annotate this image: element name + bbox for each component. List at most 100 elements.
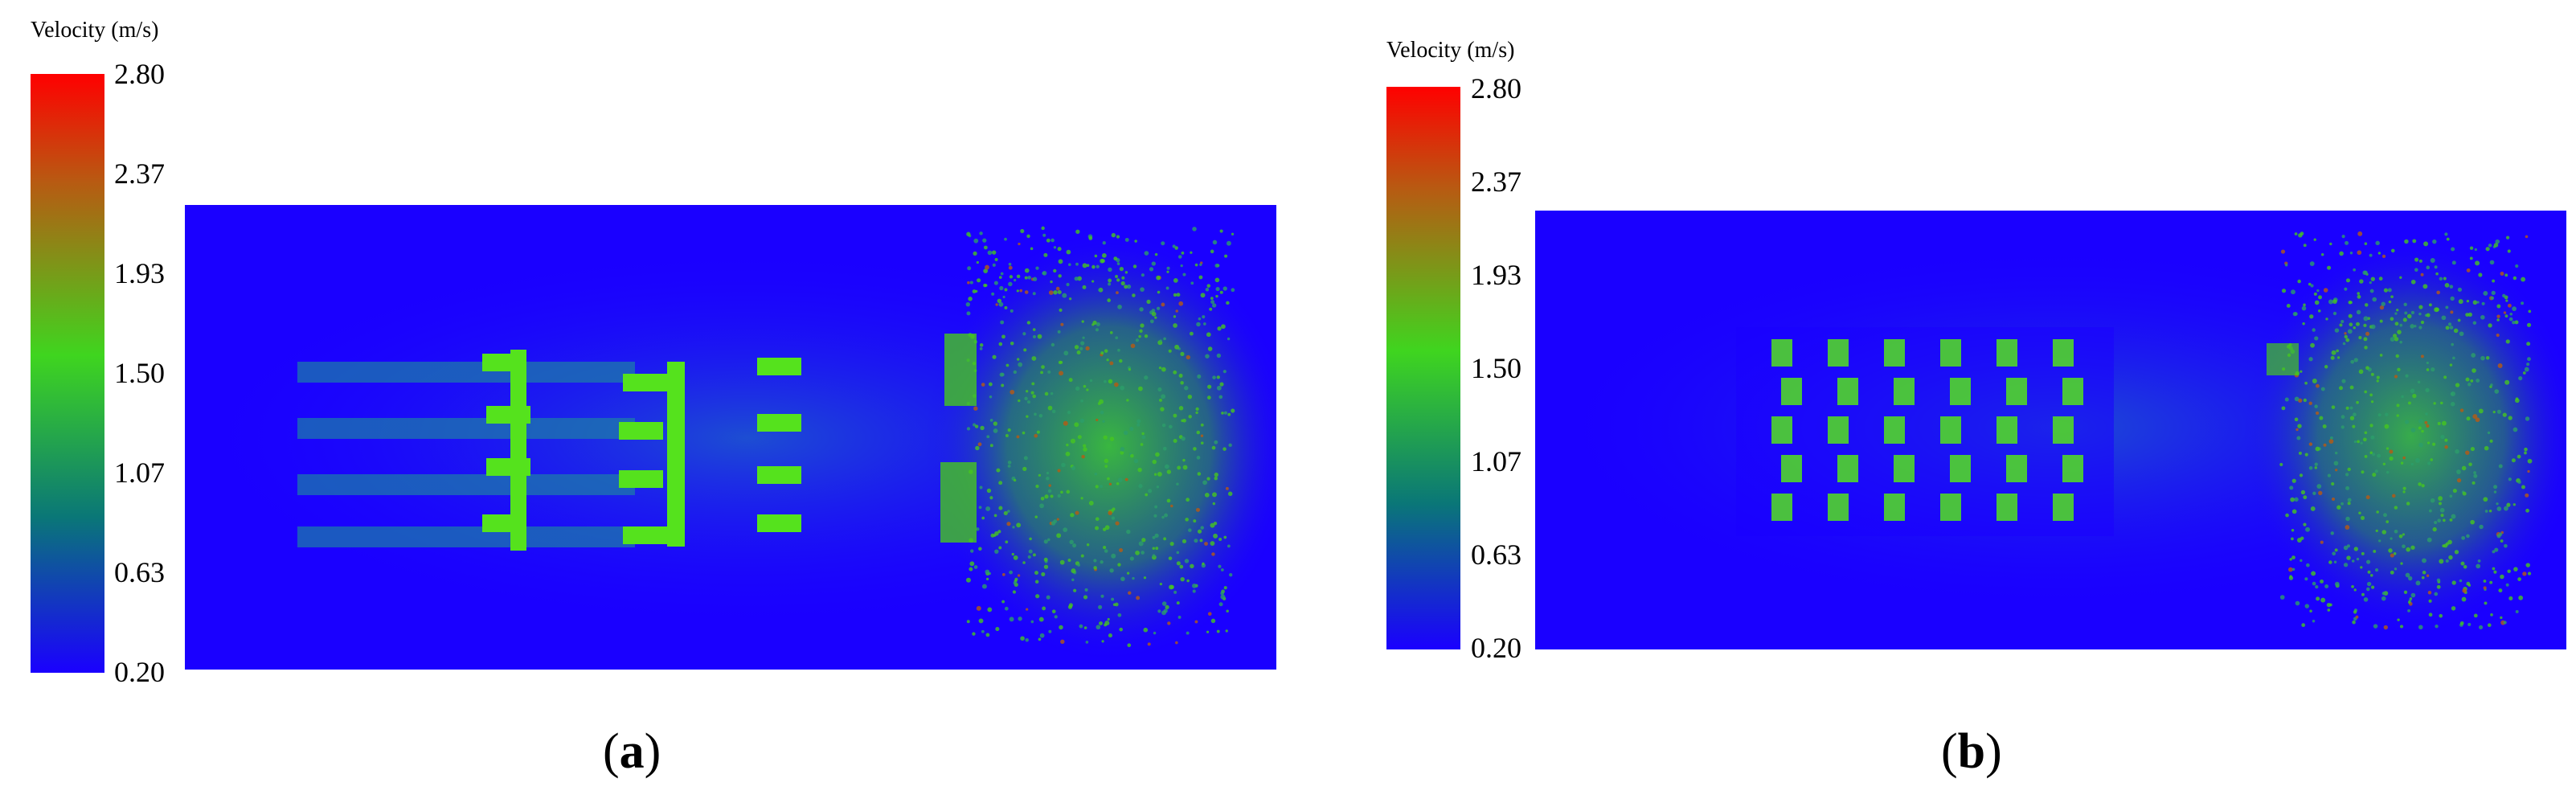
particle — [2284, 263, 2288, 267]
particle — [2477, 559, 2481, 563]
particle — [1008, 281, 1013, 287]
particle — [2498, 464, 2503, 469]
turbine-wake-blob — [1771, 494, 1792, 521]
particle — [1066, 490, 1071, 494]
particle — [1200, 526, 1204, 530]
particle — [2467, 383, 2472, 387]
particle — [2494, 389, 2500, 394]
particle — [2339, 386, 2343, 391]
particle — [2345, 516, 2350, 522]
particle — [2366, 587, 2370, 592]
particle — [1166, 270, 1169, 273]
particle — [2444, 444, 2448, 449]
particle — [1030, 620, 1034, 624]
particle — [2400, 461, 2404, 465]
particle — [1001, 600, 1005, 604]
particle — [1035, 484, 1039, 489]
particle — [1013, 478, 1017, 482]
particle — [1128, 591, 1132, 595]
particle — [2513, 276, 2517, 281]
particle — [2374, 568, 2379, 572]
particle — [2296, 436, 2301, 440]
turbine-wake-blob — [1884, 494, 1905, 521]
particle — [1225, 629, 1228, 633]
particle — [2451, 247, 2455, 252]
particle — [2399, 341, 2402, 344]
particle — [1157, 387, 1162, 392]
particle — [2295, 600, 2300, 606]
particle — [2357, 440, 2360, 444]
particle — [1153, 473, 1157, 476]
particle — [1085, 346, 1090, 350]
colorbar-tick: 0.20 — [1471, 632, 1521, 664]
particle — [1161, 302, 1165, 307]
particle — [966, 427, 971, 431]
particle — [987, 250, 993, 256]
particle — [973, 251, 977, 256]
colorbar-tick: 0.63 — [114, 556, 165, 588]
particle — [972, 632, 976, 636]
particle — [2426, 313, 2431, 317]
particle — [2381, 254, 2386, 259]
particle — [2449, 363, 2453, 367]
particle — [1063, 350, 1069, 356]
particle — [2397, 367, 2401, 371]
particle — [2312, 581, 2316, 586]
particle — [1108, 282, 1112, 286]
particle — [1173, 370, 1177, 375]
particle — [2285, 513, 2289, 518]
particle — [976, 605, 981, 611]
particle — [2493, 490, 2497, 494]
particle — [2525, 235, 2529, 239]
particle — [2410, 310, 2414, 315]
particle — [1080, 497, 1083, 500]
particle — [2479, 524, 2484, 530]
particle — [1075, 510, 1079, 515]
particle — [1155, 547, 1159, 551]
particle — [973, 238, 979, 244]
particle — [1218, 395, 1223, 399]
particle — [2525, 563, 2530, 567]
particle — [973, 406, 978, 411]
particle — [2357, 292, 2361, 295]
particle — [2456, 477, 2462, 483]
particle — [2314, 462, 2318, 466]
particle — [2396, 414, 2399, 417]
particle — [2386, 470, 2390, 474]
turbine-wake-blob — [2006, 378, 2027, 405]
particle — [1126, 529, 1131, 535]
particle — [989, 444, 993, 448]
particle — [2507, 303, 2512, 308]
particle — [2383, 625, 2388, 630]
particle — [2344, 334, 2348, 339]
particle — [1206, 395, 1211, 400]
particle — [1075, 229, 1080, 234]
particle — [1053, 290, 1058, 295]
blade-row-2 — [619, 362, 685, 547]
particle — [992, 263, 996, 267]
particle — [2347, 329, 2353, 334]
particle — [990, 533, 995, 538]
particle — [1043, 564, 1049, 569]
particle — [2449, 518, 2453, 522]
particle — [1063, 527, 1068, 532]
particle — [2399, 276, 2402, 279]
particle — [2304, 577, 2308, 581]
particle — [1209, 307, 1213, 311]
particle — [2490, 296, 2495, 301]
particle — [2487, 431, 2491, 435]
particle — [2496, 304, 2501, 309]
particle — [2451, 606, 2456, 611]
particle — [2313, 238, 2316, 241]
particle — [1223, 535, 1227, 539]
particle — [2472, 368, 2476, 373]
particle — [1066, 443, 1069, 447]
particle — [1026, 390, 1029, 393]
particle — [2320, 540, 2324, 544]
particle — [993, 281, 998, 285]
particle — [2447, 322, 2452, 326]
particle — [1222, 370, 1227, 374]
particle — [2480, 355, 2485, 361]
particle — [2518, 595, 2524, 600]
particle — [2488, 244, 2492, 248]
